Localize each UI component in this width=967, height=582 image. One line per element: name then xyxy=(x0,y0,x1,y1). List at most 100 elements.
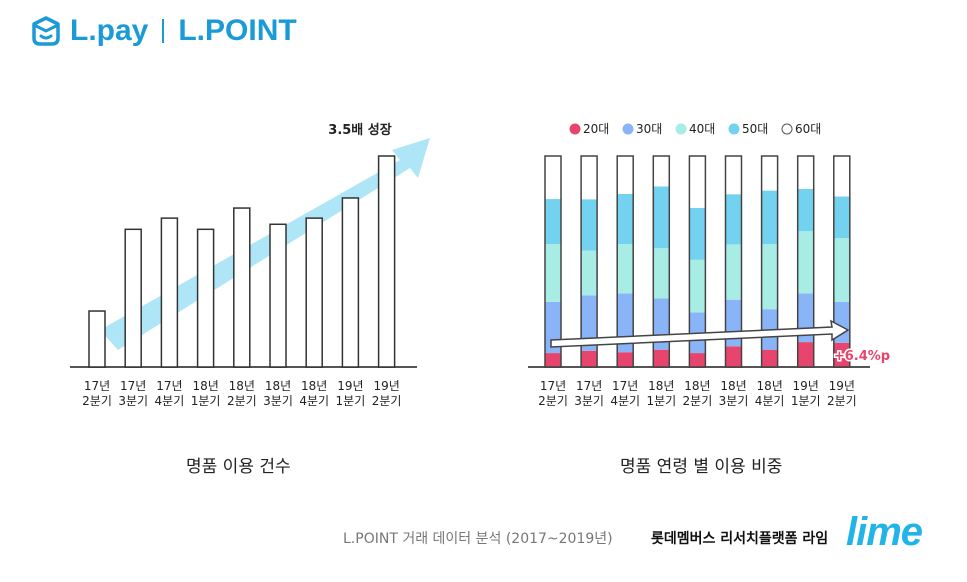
x-tick-label-quarter: 2분기 xyxy=(538,394,568,408)
x-tick-label-year: 19년 xyxy=(793,379,819,393)
share-change-annotation: +6.4%p xyxy=(834,349,890,364)
left-chart-title: 명품 이용 건수 xyxy=(186,457,291,477)
stacked-segment-20대 xyxy=(689,353,706,367)
platform-name: 롯데멤버스 리서치플랫폼 라임 xyxy=(651,531,829,547)
stacked-bar-outline xyxy=(616,155,634,368)
x-tick-label-year: 17년 xyxy=(84,379,110,393)
stacked-segment-40대 xyxy=(581,250,598,296)
stacked-segment-40대 xyxy=(761,244,778,310)
x-tick-label-quarter: 4분기 xyxy=(155,394,185,408)
x-tick-label-year: 18년 xyxy=(229,379,255,393)
stacked-bar-outline xyxy=(796,155,815,368)
usage-count-bar xyxy=(341,197,360,368)
usage-count-bar xyxy=(88,310,106,368)
x-tick-label-quarter: 2분기 xyxy=(827,394,857,408)
usage-count-bar xyxy=(160,217,179,368)
x-tick-label-quarter: 1분기 xyxy=(336,394,366,408)
lpay-lpoint-logo: L.pay L.POINT xyxy=(30,14,297,48)
legend-label: 60대 xyxy=(795,122,821,136)
x-tick-label-quarter: 3분기 xyxy=(719,394,749,408)
lpoint-brand: L.POINT xyxy=(178,14,297,47)
stacked-segment-60대 xyxy=(545,156,561,200)
growth-trend-arrow xyxy=(100,138,430,350)
stacked-segment-20대 xyxy=(617,352,634,367)
x-tick-label-quarter: 3분기 xyxy=(574,394,604,408)
stacked-segment-50대 xyxy=(545,199,561,244)
stacked-segment-40대 xyxy=(833,238,850,303)
stacked-segment-50대 xyxy=(653,186,670,249)
stacked-segment-60대 xyxy=(725,156,742,195)
stacked-segment-20대 xyxy=(833,342,850,367)
usage-count-bar xyxy=(269,223,287,368)
stacked-segment-60대 xyxy=(833,156,850,197)
x-tick-label-year: 17년 xyxy=(120,379,146,393)
usage-count-bar xyxy=(377,155,396,368)
legend-marker-30대 xyxy=(622,123,634,135)
stacked-segment-60대 xyxy=(617,156,634,194)
lpay-brand: L.pay xyxy=(70,14,149,47)
x-tick-label-year: 18년 xyxy=(756,379,782,393)
stacked-segment-40대 xyxy=(725,244,742,300)
stacked-segment-30대 xyxy=(581,295,598,351)
legend-label: 30대 xyxy=(636,122,662,136)
usage-count-bar xyxy=(124,228,142,368)
stacked-segment-50대 xyxy=(617,193,634,245)
legend-marker-40대 xyxy=(675,123,687,135)
stacked-segment-50대 xyxy=(689,207,706,260)
x-tick-label-year: 18년 xyxy=(265,379,291,393)
share-trend-arrow xyxy=(550,319,850,348)
data-source: L.POINT 거래 데이터 분석 (2017~2019년) xyxy=(343,531,613,547)
x-tick-label-quarter: 2분기 xyxy=(227,394,257,408)
x-tick-label-quarter: 4분기 xyxy=(755,394,785,408)
stacked-segment-60대 xyxy=(581,156,598,200)
brand-divider xyxy=(162,19,165,43)
stacked-segment-40대 xyxy=(617,244,634,294)
stacked-segment-50대 xyxy=(581,199,598,251)
x-tick-label-year: 17년 xyxy=(156,379,182,393)
x-tick-label-quarter: 2분기 xyxy=(683,394,713,408)
stacked-bar-outline xyxy=(833,155,851,368)
stacked-segment-20대 xyxy=(581,350,598,367)
right-chart-title: 명품 연령 별 이용 비중 xyxy=(620,457,783,477)
x-tick-label-quarter: 1분기 xyxy=(191,394,221,408)
stacked-segment-60대 xyxy=(761,156,778,191)
x-tick-label-year: 18년 xyxy=(720,379,746,393)
stacked-segment-50대 xyxy=(725,194,742,245)
stacked-bar-outline xyxy=(544,155,562,368)
x-tick-label-quarter: 2분기 xyxy=(82,394,112,408)
stacked-segment-50대 xyxy=(761,190,778,245)
x-tick-label-year: 17년 xyxy=(576,379,602,393)
lpay-box-icon xyxy=(32,16,60,46)
legend-marker-50대 xyxy=(728,123,740,135)
stacked-segment-40대 xyxy=(689,259,706,313)
x-tick-label-quarter: 4분기 xyxy=(610,394,640,408)
stacked-bar-outline xyxy=(724,155,743,368)
x-tick-label-year: 19년 xyxy=(337,379,363,393)
x-tick-label-year: 19년 xyxy=(829,379,855,393)
stacked-bar-outline xyxy=(580,155,598,368)
legend-label: 50대 xyxy=(742,122,768,136)
x-tick-label-quarter: 1분기 xyxy=(791,394,821,408)
stacked-segment-40대 xyxy=(545,243,561,302)
legend-label: 20대 xyxy=(583,122,609,136)
stacked-segment-40대 xyxy=(797,231,814,294)
growth-annotation: 3.5배 성장 xyxy=(328,122,391,138)
x-tick-label-quarter: 3분기 xyxy=(263,394,293,408)
stacked-bar-outline xyxy=(652,155,671,368)
usage-count-bar xyxy=(305,217,323,368)
stacked-segment-40대 xyxy=(653,248,670,299)
x-tick-label-quarter: 2분기 xyxy=(372,394,402,408)
stacked-segment-20대 xyxy=(545,353,561,367)
x-tick-label-quarter: 3분기 xyxy=(118,394,148,408)
stacked-segment-20대 xyxy=(761,349,778,367)
stacked-segment-20대 xyxy=(797,342,814,367)
stacked-segment-60대 xyxy=(653,156,670,187)
stacked-segment-20대 xyxy=(725,346,742,367)
stacked-segment-60대 xyxy=(797,156,814,189)
x-tick-label-year: 19년 xyxy=(373,379,399,393)
x-tick-label-year: 18년 xyxy=(192,379,218,393)
legend-marker-60대 xyxy=(781,123,793,135)
stacked-segment-60대 xyxy=(689,156,706,208)
stacked-segment-50대 xyxy=(797,188,814,232)
